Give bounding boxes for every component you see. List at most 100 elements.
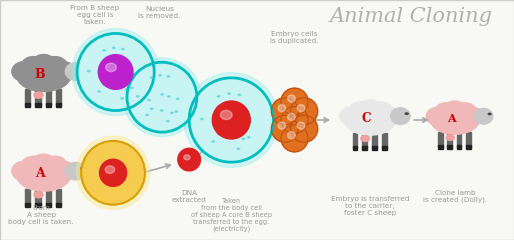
Circle shape — [132, 73, 134, 74]
Circle shape — [230, 135, 232, 137]
Ellipse shape — [431, 106, 479, 134]
Ellipse shape — [348, 102, 372, 120]
Circle shape — [150, 108, 153, 109]
Ellipse shape — [344, 105, 396, 135]
Text: A: A — [35, 167, 44, 180]
Circle shape — [145, 114, 148, 116]
Text: Taken
from the body cell
of sheep A core B sheep
transferred to the egg.
(electr: Taken from the body cell of sheep A core… — [191, 198, 272, 233]
Ellipse shape — [98, 55, 133, 89]
Text: From
A sheep
body cell is taken.: From A sheep body cell is taken. — [8, 205, 74, 225]
Circle shape — [136, 96, 139, 97]
Bar — [56, 89, 61, 105]
Bar — [35, 203, 41, 207]
Ellipse shape — [51, 62, 76, 81]
Bar — [25, 103, 30, 108]
Ellipse shape — [297, 105, 305, 112]
Text: Embryo is transferred
to the carrier,
foster C sheep: Embryo is transferred to the carrier, fo… — [331, 196, 409, 216]
Ellipse shape — [31, 54, 56, 74]
Ellipse shape — [281, 107, 308, 133]
Ellipse shape — [454, 103, 476, 120]
Ellipse shape — [271, 115, 299, 142]
Ellipse shape — [212, 101, 250, 139]
Bar — [448, 145, 452, 149]
Ellipse shape — [65, 162, 86, 180]
Ellipse shape — [361, 136, 370, 142]
Bar — [466, 132, 471, 147]
Circle shape — [131, 87, 133, 89]
Circle shape — [176, 98, 179, 100]
Bar — [56, 103, 61, 108]
Bar — [448, 132, 452, 147]
Ellipse shape — [281, 125, 308, 152]
Text: Nucleus
is removed.: Nucleus is removed. — [138, 6, 180, 19]
Bar — [372, 133, 377, 148]
Bar — [46, 189, 51, 205]
Circle shape — [238, 94, 241, 96]
Ellipse shape — [446, 135, 454, 140]
Ellipse shape — [21, 57, 46, 76]
Circle shape — [100, 75, 103, 76]
Bar — [46, 103, 51, 108]
Circle shape — [81, 168, 84, 169]
Circle shape — [247, 137, 250, 138]
Bar — [438, 145, 443, 149]
Bar — [46, 89, 51, 105]
Text: A: A — [447, 113, 455, 124]
Ellipse shape — [77, 33, 154, 111]
Ellipse shape — [12, 62, 36, 81]
Circle shape — [249, 121, 251, 123]
Circle shape — [161, 94, 163, 95]
Ellipse shape — [184, 155, 190, 160]
Ellipse shape — [17, 60, 71, 91]
Circle shape — [214, 123, 217, 124]
Circle shape — [242, 138, 245, 139]
Circle shape — [103, 84, 105, 85]
Circle shape — [405, 113, 408, 114]
Bar — [457, 145, 462, 149]
Circle shape — [488, 113, 491, 115]
Ellipse shape — [278, 122, 286, 129]
Ellipse shape — [221, 110, 232, 120]
Bar — [372, 146, 377, 150]
Bar — [438, 132, 443, 147]
Ellipse shape — [81, 141, 145, 205]
Circle shape — [175, 111, 178, 112]
Ellipse shape — [340, 107, 363, 125]
Ellipse shape — [34, 92, 43, 98]
Text: Embryo cells
is duplicated.: Embryo cells is duplicated. — [270, 31, 319, 44]
Ellipse shape — [12, 161, 36, 181]
Ellipse shape — [278, 105, 286, 112]
Ellipse shape — [462, 108, 484, 125]
Bar — [457, 132, 462, 147]
Ellipse shape — [31, 154, 56, 174]
Ellipse shape — [17, 159, 71, 191]
Circle shape — [238, 119, 241, 120]
Ellipse shape — [271, 98, 299, 125]
Circle shape — [217, 133, 220, 135]
Bar — [353, 146, 357, 150]
Ellipse shape — [290, 98, 318, 125]
Text: B: B — [34, 67, 45, 81]
Ellipse shape — [391, 108, 410, 124]
Circle shape — [200, 119, 203, 120]
Ellipse shape — [72, 29, 159, 115]
Bar — [353, 133, 357, 148]
Circle shape — [148, 99, 150, 101]
Bar — [25, 189, 30, 205]
Ellipse shape — [106, 63, 116, 72]
Ellipse shape — [189, 78, 273, 162]
Circle shape — [87, 71, 90, 72]
Circle shape — [122, 48, 124, 50]
Text: DNA
extracted: DNA extracted — [172, 190, 207, 203]
Text: C: C — [361, 112, 371, 125]
Circle shape — [237, 148, 240, 150]
Ellipse shape — [122, 58, 201, 137]
Circle shape — [125, 89, 128, 90]
Ellipse shape — [474, 108, 493, 124]
Ellipse shape — [184, 72, 279, 168]
Bar — [56, 203, 61, 207]
Bar — [35, 103, 41, 108]
Ellipse shape — [51, 161, 76, 181]
Ellipse shape — [21, 156, 46, 176]
Bar — [466, 145, 471, 149]
